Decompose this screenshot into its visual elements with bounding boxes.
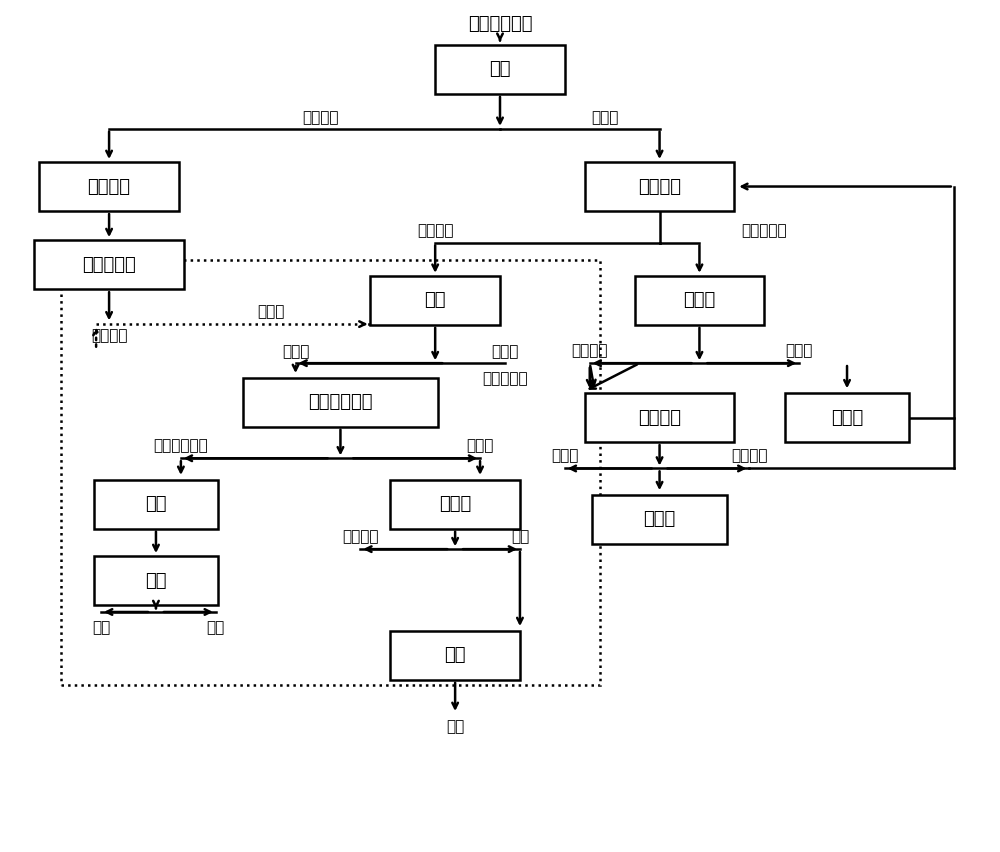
- Text: 电积铜: 电积铜: [831, 408, 863, 427]
- Text: 解析: 解析: [145, 495, 167, 513]
- FancyBboxPatch shape: [635, 276, 764, 325]
- Text: 选择萃镍: 选择萃镍: [638, 408, 681, 427]
- FancyBboxPatch shape: [39, 162, 179, 211]
- Text: 电积镍: 电积镍: [643, 510, 676, 528]
- Text: 精炼: 精炼: [145, 572, 167, 590]
- Text: 硫酸镍: 硫酸镍: [551, 448, 579, 463]
- Text: 亚硫酸钠: 亚硫酸钠: [91, 329, 127, 343]
- FancyBboxPatch shape: [585, 162, 734, 211]
- Text: 炭金: 炭金: [511, 529, 529, 544]
- Text: 炭吸附: 炭吸附: [439, 495, 471, 513]
- Text: 烟气系统: 烟气系统: [88, 177, 131, 195]
- Text: 精炼: 精炼: [444, 647, 466, 665]
- FancyBboxPatch shape: [94, 480, 218, 529]
- Text: 脱硫渣: 脱硫渣: [591, 110, 618, 125]
- Text: 贵金属渣: 贵金属渣: [417, 223, 453, 239]
- Text: 水氯化: 水氯化: [257, 304, 284, 319]
- FancyBboxPatch shape: [592, 495, 727, 544]
- Text: 黄金: 黄金: [446, 719, 464, 734]
- FancyBboxPatch shape: [435, 44, 565, 94]
- Text: 萃镍后液: 萃镍后液: [731, 448, 768, 463]
- Text: 含金液: 含金液: [466, 438, 494, 453]
- Text: 硫酸铜: 硫酸铜: [785, 343, 813, 358]
- Text: 待回收钌锇: 待回收钌锇: [482, 371, 528, 386]
- Text: 高硫镍阳极泥: 高硫镍阳极泥: [468, 15, 532, 33]
- Text: 萃取铜: 萃取铜: [683, 291, 716, 309]
- Text: 浸出液: 浸出液: [282, 344, 309, 360]
- FancyBboxPatch shape: [390, 630, 520, 680]
- Text: 萃铜后液: 萃铜后液: [572, 343, 608, 358]
- Text: 饱和钯铂树脂: 饱和钯铂树脂: [154, 438, 208, 453]
- FancyBboxPatch shape: [785, 393, 909, 442]
- Text: 铂金: 铂金: [92, 619, 110, 635]
- Text: 脱硫烟气: 脱硫烟气: [302, 110, 339, 125]
- Text: 低酸浸出: 低酸浸出: [638, 177, 681, 195]
- FancyBboxPatch shape: [243, 377, 438, 427]
- Text: 树脂吸附钯铂: 树脂吸附钯铂: [308, 394, 373, 412]
- Text: 铜镍混合液: 铜镍混合液: [741, 223, 787, 239]
- FancyBboxPatch shape: [390, 480, 520, 529]
- Text: 浸金: 浸金: [424, 291, 446, 309]
- Text: 浸金渣: 浸金渣: [491, 344, 519, 360]
- FancyBboxPatch shape: [370, 276, 500, 325]
- Text: 钯金: 钯金: [207, 619, 225, 635]
- FancyBboxPatch shape: [585, 393, 734, 442]
- FancyBboxPatch shape: [94, 556, 218, 605]
- Text: 吸金后液: 吸金后液: [342, 529, 379, 544]
- Text: 制亚硫酸钠: 制亚硫酸钠: [82, 256, 136, 273]
- FancyBboxPatch shape: [34, 240, 184, 290]
- Text: 焙烧: 焙烧: [489, 60, 511, 78]
